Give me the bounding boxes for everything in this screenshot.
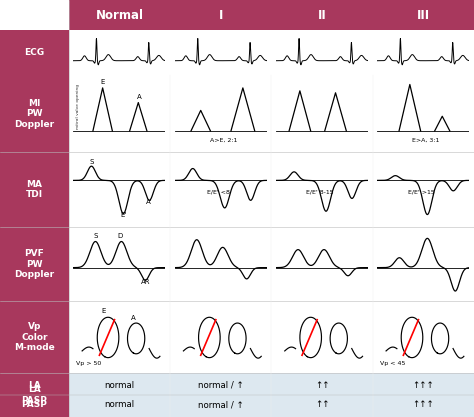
Text: A: A <box>130 315 135 321</box>
Text: PVF
PW
Doppler: PVF PW Doppler <box>14 249 55 279</box>
Text: A>E, 2:1: A>E, 2:1 <box>210 138 237 143</box>
Text: mitral valve opening: mitral valve opening <box>76 84 80 129</box>
Text: normal / ↑: normal / ↑ <box>198 400 244 409</box>
Text: II: II <box>318 8 327 22</box>
Text: MA
TDI: MA TDI <box>26 180 43 199</box>
Text: PASP: PASP <box>21 400 47 409</box>
Text: Vp
Color
M-mode: Vp Color M-mode <box>14 322 55 352</box>
Text: LA
PASP: LA PASP <box>21 385 47 405</box>
Text: A: A <box>137 94 142 100</box>
Text: Normal: Normal <box>95 8 144 22</box>
Bar <box>0 75 69 152</box>
Text: ↑↑↑: ↑↑↑ <box>412 381 434 390</box>
Text: E: E <box>100 79 105 85</box>
Text: ↑↑: ↑↑ <box>315 381 329 390</box>
Text: normal: normal <box>104 400 135 409</box>
Bar <box>69 373 474 417</box>
Text: S: S <box>89 159 94 165</box>
Text: E': E' <box>120 212 127 219</box>
Text: E>A, 3:1: E>A, 3:1 <box>412 138 440 143</box>
Text: MI
PW
Doppler: MI PW Doppler <box>14 99 55 128</box>
Bar <box>0 30 69 75</box>
Text: normal / ↑: normal / ↑ <box>198 381 244 390</box>
Text: I: I <box>219 8 223 22</box>
Text: Vp < 45: Vp < 45 <box>380 361 405 366</box>
Text: LA: LA <box>28 381 41 390</box>
Bar <box>69 0 474 30</box>
Bar <box>0 152 69 227</box>
Text: E/E' <8: E/E' <8 <box>207 190 230 195</box>
Text: AR: AR <box>141 279 150 285</box>
Bar <box>0 301 69 373</box>
Text: ECG: ECG <box>24 48 45 57</box>
Text: ↑↑↑: ↑↑↑ <box>412 400 434 409</box>
Bar <box>0 373 69 417</box>
Text: E/E' 8-15: E/E' 8-15 <box>306 190 334 195</box>
Text: A': A' <box>146 199 153 205</box>
Bar <box>69 0 474 30</box>
Text: S: S <box>93 234 98 239</box>
Text: III: III <box>417 8 430 22</box>
Text: D: D <box>118 234 123 239</box>
Text: ↑↑: ↑↑ <box>315 400 329 409</box>
Text: E: E <box>101 309 106 314</box>
Text: Vp > 50: Vp > 50 <box>76 361 101 366</box>
Bar <box>0 227 69 301</box>
Text: E/E' >15: E/E' >15 <box>408 190 435 195</box>
Text: normal: normal <box>104 381 135 390</box>
